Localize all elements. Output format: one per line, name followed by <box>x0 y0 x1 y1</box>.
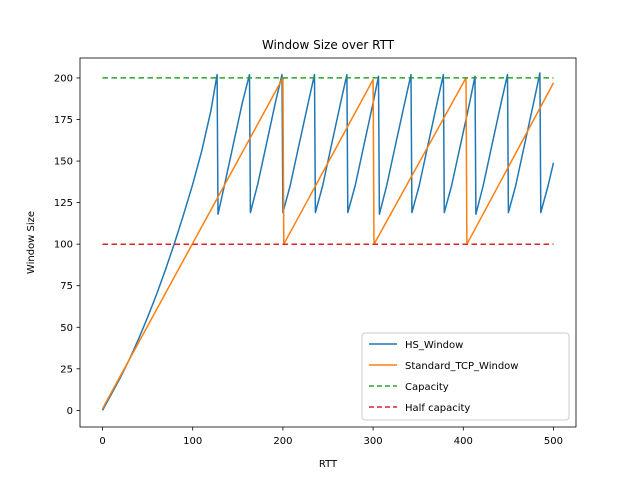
y-tick-label: 25 <box>60 364 73 375</box>
series-group <box>101 72 555 411</box>
chart-title: Window Size over RTT <box>262 38 395 52</box>
series-line-hs-window <box>101 72 555 411</box>
y-axis-label: Window Size <box>26 211 37 274</box>
y-tick-label: 75 <box>60 281 73 292</box>
legend: HS_Window Standard_TCP_Window Capacity H… <box>361 332 570 421</box>
x-tick-label: 300 <box>364 436 383 447</box>
legend-label-capacity: Capacity <box>405 382 449 393</box>
y-tick-label: 200 <box>54 73 73 84</box>
legend-label-hs-window: HS_Window <box>405 340 463 351</box>
legend-label-standard-tcp-window: Standard_TCP_Window <box>405 361 518 372</box>
x-tick-label: 200 <box>273 436 292 447</box>
x-tick-label: 400 <box>454 436 473 447</box>
x-tick-label: 500 <box>544 436 563 447</box>
y-tick-label: 100 <box>54 240 73 251</box>
y-tick-label: 125 <box>54 198 73 209</box>
y-tick-label: 150 <box>54 157 73 168</box>
legend-box <box>361 332 570 421</box>
y-tick-label: 175 <box>54 115 73 126</box>
y-tick-label: 50 <box>60 323 73 334</box>
y-tick-label: 0 <box>67 406 73 417</box>
plot-frame <box>79 57 577 428</box>
series-line-standard-tcp-window <box>101 77 555 410</box>
axis-ticks: 0 100 200 300 400 500 0 25 50 75 100 125 150 175 200 <box>54 73 563 447</box>
legend-label-half-capacity: Half capacity <box>405 403 470 414</box>
x-tick-label: 100 <box>183 436 202 447</box>
x-axis-label: RTT <box>319 459 338 470</box>
x-tick-label: 0 <box>99 436 105 447</box>
